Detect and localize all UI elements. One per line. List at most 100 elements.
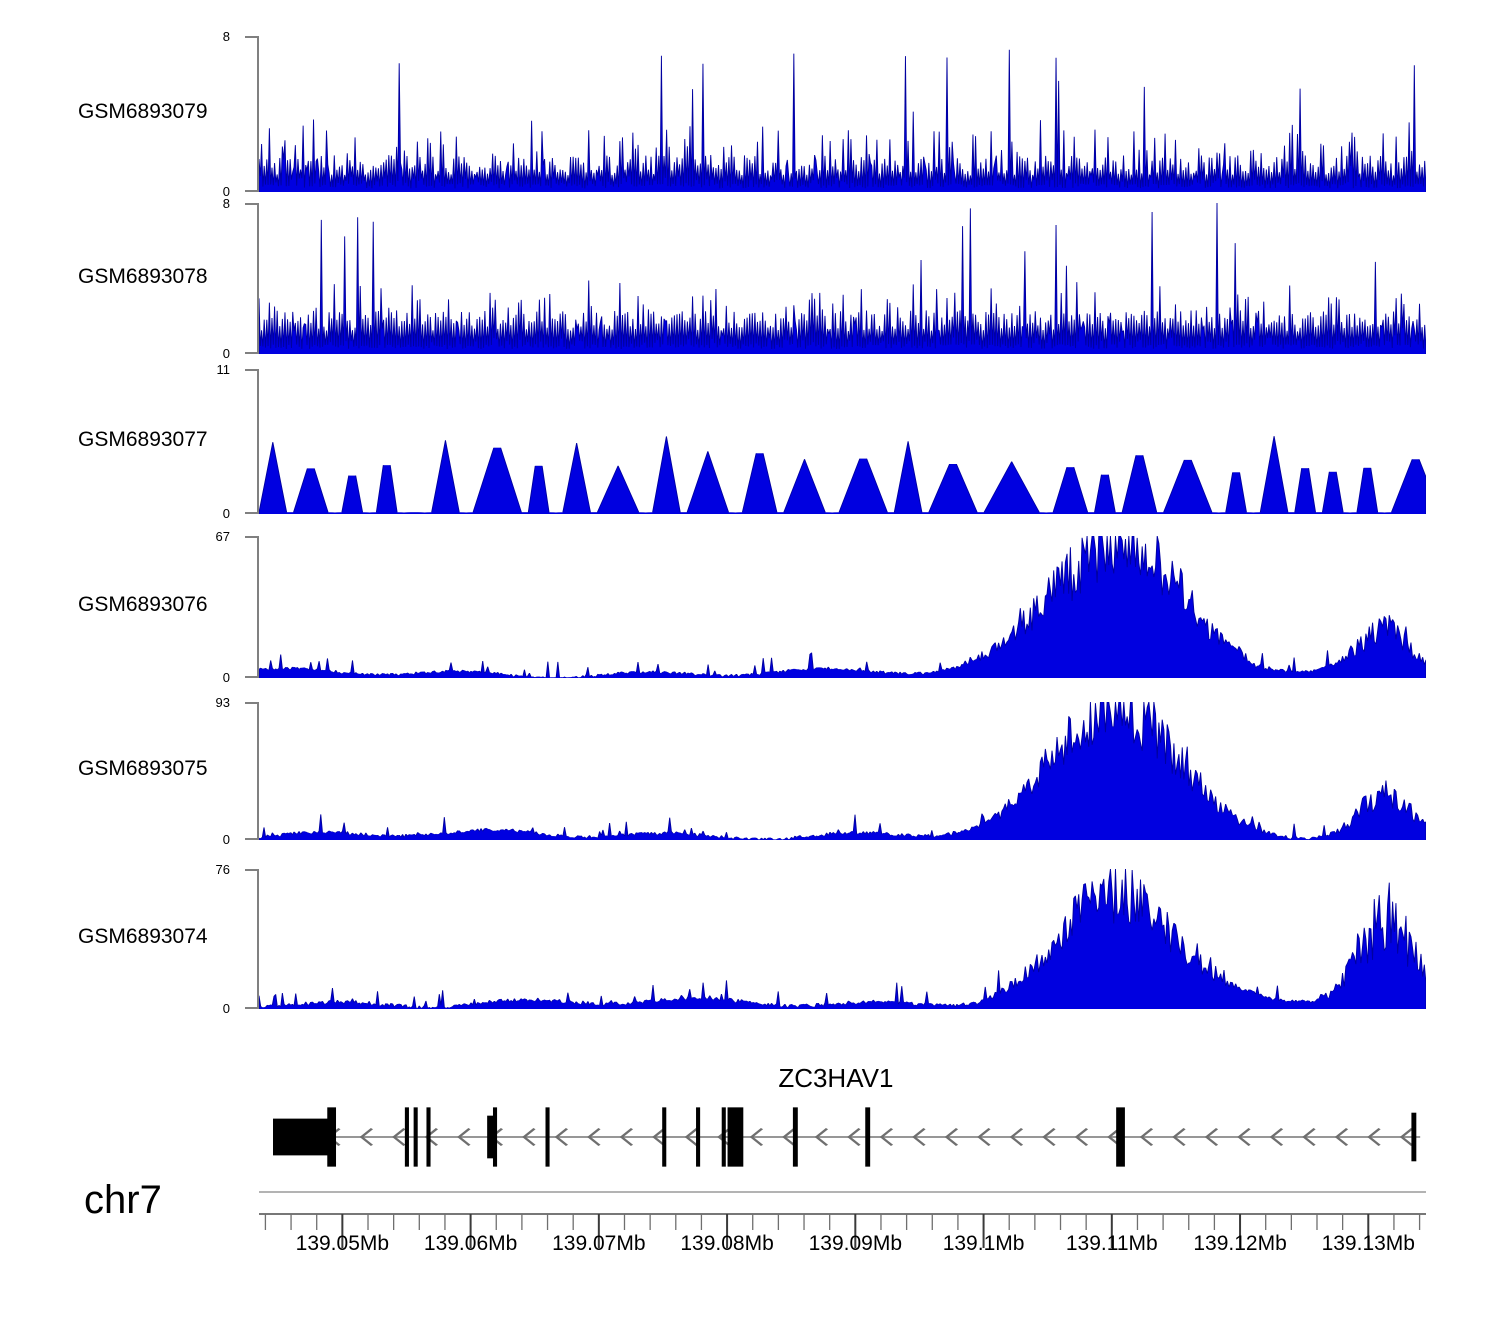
y-axis-max-label: 11 (216, 362, 231, 377)
axis-tick-label: 139.1Mb (942, 1232, 1025, 1255)
exon-block[interactable] (662, 1107, 667, 1167)
strand-arrow-icon (749, 1128, 764, 1146)
y-axis-max-label: 76 (215, 862, 230, 877)
strand-arrow-icon (652, 1128, 666, 1146)
genome-axis-panel: 139.05Mb 139.06Mb 139.07Mb 139.08Mb 139.09Mb… (259, 1190, 1426, 1300)
exon-block[interactable] (273, 1118, 328, 1156)
axis-svg (259, 1191, 1426, 1248)
strand-arrow-icon (587, 1128, 601, 1146)
exon-block[interactable] (404, 1107, 409, 1167)
axis-tick-label: 139.09Mb (808, 1232, 903, 1255)
y-axis-min-label: 0 (222, 184, 230, 199)
y-axis-tick-top (245, 36, 259, 38)
strand-arrow-icon (1074, 1128, 1089, 1146)
exon-block[interactable] (1411, 1112, 1417, 1162)
exon-block[interactable] (413, 1107, 418, 1167)
chromosome-label: chr7 (84, 1178, 162, 1222)
y-axis-tick-top (245, 869, 259, 871)
coverage-area-svg (259, 702, 1426, 840)
coverage-plot[interactable] (259, 536, 1426, 678)
coverage-area-svg (259, 869, 1426, 1009)
y-axis-tick-bottom (245, 352, 259, 354)
y-axis-tick-bottom (245, 1007, 259, 1009)
strand-arrow-icon (814, 1128, 829, 1146)
axis-tick-label: 139.07Mb (552, 1232, 646, 1255)
axis-tick-label: 139.08Mb (680, 1232, 774, 1255)
coverage-area-svg (259, 536, 1426, 678)
track-label: GSM6893078 (78, 264, 208, 288)
y-axis-line (257, 369, 259, 514)
y-axis-tick-top (245, 203, 259, 205)
track-label: GSM6893074 (78, 925, 208, 948)
strand-arrow-icon (554, 1128, 569, 1146)
gene-model-track[interactable] (259, 1099, 1426, 1175)
exon-block[interactable] (545, 1107, 550, 1167)
y-axis-tick-bottom (245, 676, 259, 678)
y-axis: 67 0 (216, 530, 260, 684)
y-axis-min-label: 0 (222, 832, 230, 847)
strand-arrow-icon (1139, 1128, 1154, 1146)
strand-arrow-icon (359, 1128, 374, 1146)
coverage-plot[interactable] (259, 369, 1426, 514)
strand-arrow-icon (717, 1128, 731, 1146)
strand-arrow-icon (684, 1128, 699, 1146)
y-axis-line (257, 869, 259, 1009)
y-axis-max-label: 8 (222, 29, 230, 44)
coverage-area-svg (259, 436, 1426, 514)
track-label: GSM6893076 (78, 593, 208, 616)
coverage-area-svg (259, 203, 1426, 354)
y-axis-tick-top (245, 369, 259, 371)
strand-arrow-icon (1042, 1128, 1056, 1146)
track-label: GSM6893079 (78, 100, 208, 123)
exon-block[interactable] (327, 1107, 337, 1167)
coverage-area-path (259, 203, 1426, 354)
exon-block[interactable] (487, 1115, 496, 1159)
y-axis-min-label: 0 (222, 346, 230, 361)
strand-arrow-icon (1302, 1128, 1316, 1146)
exon-block[interactable] (727, 1107, 744, 1167)
exon-block[interactable] (426, 1107, 431, 1167)
strand-arrow-icon (522, 1128, 536, 1146)
axis-ticks (259, 1190, 1426, 1260)
y-axis: 93 0 (216, 696, 260, 846)
strand-arrow-icon (1334, 1128, 1349, 1146)
exon-block[interactable] (865, 1107, 871, 1167)
coverage-area-path (259, 869, 1426, 1009)
coverage-area-path (259, 702, 1426, 840)
coverage-plot[interactable] (259, 702, 1426, 840)
exon-block[interactable] (721, 1107, 726, 1167)
y-axis-tick-top (245, 536, 259, 538)
coverage-plot[interactable] (259, 36, 1426, 192)
strand-arrow-icon (782, 1128, 796, 1146)
strand-arrow-icon (1009, 1128, 1024, 1146)
coverage-track-gsm6893075: GSM6893075 93 0 (0, 696, 1500, 846)
coverage-area-path (259, 49, 1426, 192)
exon-block[interactable] (696, 1107, 701, 1167)
coverage-track-gsm6893078: GSM6893078 8 0 (0, 197, 1500, 360)
y-axis-line (257, 203, 259, 354)
axis-tick-labels: 139.05Mb 139.06Mb 139.07Mb 139.08Mb 139.09Mb… (259, 1232, 1426, 1272)
axis-tick-label: 139.11Mb (1065, 1232, 1158, 1255)
y-axis-max-label: 67 (215, 529, 230, 544)
exon-block[interactable] (792, 1107, 798, 1167)
y-axis-max-label: 93 (215, 695, 230, 710)
y-axis-max-label: 8 (222, 196, 230, 211)
axis-tick-label: 139.06Mb (423, 1232, 518, 1255)
y-axis: 11 0 (217, 363, 260, 520)
coverage-track-gsm6893077: GSM6893077 11 0 (0, 363, 1500, 520)
gene-model-svg (273, 1107, 1421, 1167)
exon-block[interactable] (1116, 1107, 1125, 1167)
strand-arrow-icon (944, 1128, 959, 1146)
y-axis: 76 0 (216, 863, 260, 1015)
track-label: GSM6893075 (78, 757, 208, 780)
strand-arrow-icon (1399, 1128, 1414, 1146)
coverage-plot[interactable] (259, 869, 1426, 1009)
gene-name-label: ZC3HAV1 (778, 1063, 894, 1093)
coverage-plot[interactable] (259, 203, 1426, 354)
strand-arrow-icon (457, 1128, 471, 1146)
exon-block[interactable] (492, 1107, 498, 1167)
coverage-area-path (259, 536, 1426, 678)
